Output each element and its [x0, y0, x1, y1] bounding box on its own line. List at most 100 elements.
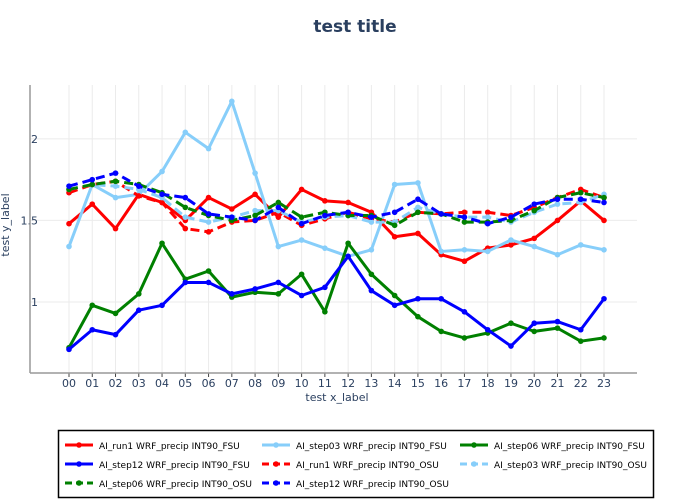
data-point	[322, 198, 328, 204]
data-point	[484, 326, 491, 333]
data-point	[368, 271, 375, 278]
legend-marker	[471, 461, 477, 467]
data-point	[345, 253, 351, 260]
data-point	[298, 214, 305, 220]
legend-marker	[273, 461, 279, 467]
data-point	[252, 170, 258, 176]
x-tick-label: 19	[504, 377, 518, 390]
data-point	[159, 240, 165, 247]
x-tick-label: 13	[364, 377, 378, 390]
series-line-5	[68, 183, 605, 224]
series-line-0	[68, 187, 605, 263]
data-point	[322, 309, 328, 315]
data-point	[182, 204, 189, 211]
data-point	[577, 189, 584, 196]
x-tick-label: 20	[527, 377, 541, 390]
data-point	[112, 178, 119, 185]
data-point	[205, 229, 212, 235]
data-point	[531, 201, 538, 207]
data-point	[601, 247, 607, 253]
data-point	[66, 183, 72, 189]
data-point	[391, 181, 398, 188]
legend-label: AI_step12 WRF_precip INT90_FSU	[99, 461, 250, 471]
data-point	[275, 199, 282, 206]
data-point	[112, 194, 119, 201]
data-point	[229, 291, 235, 297]
data-point	[205, 279, 212, 286]
data-point	[205, 211, 212, 217]
data-point	[229, 206, 235, 212]
x-tick-label: 03	[132, 377, 146, 390]
data-point	[484, 248, 491, 255]
x-tick-label: 02	[109, 377, 123, 390]
data-point	[66, 346, 72, 353]
data-point	[554, 217, 561, 224]
legend-label: AI_step12 WRF_precip INT90_OSU	[296, 480, 449, 490]
data-point	[438, 211, 444, 217]
chart-title: test title	[313, 17, 396, 37]
data-point	[205, 219, 212, 225]
x-axis-label: test x_label	[305, 391, 368, 404]
x-tick-label: 08	[248, 377, 262, 390]
data-point	[531, 243, 538, 250]
x-tick-label: 06	[202, 377, 216, 390]
data-point	[112, 331, 119, 338]
data-point	[415, 180, 421, 186]
data-point	[182, 129, 189, 136]
legend-marker	[471, 442, 477, 448]
data-point	[368, 219, 375, 225]
data-point	[252, 212, 258, 219]
data-point	[275, 243, 282, 250]
legend-label: AI_run1 WRF_precip INT90_FSU	[99, 442, 240, 452]
data-point	[275, 204, 282, 211]
x-tick-label: 04	[155, 377, 169, 390]
data-point	[438, 248, 444, 255]
x-tick-label: 17	[457, 377, 471, 390]
data-point	[531, 235, 538, 242]
data-point	[438, 295, 444, 302]
data-point	[229, 98, 235, 105]
data-point	[484, 214, 491, 220]
x-tick-label: 15	[411, 377, 425, 390]
y-tick-label: 2	[31, 133, 38, 146]
data-point	[298, 237, 305, 243]
data-point	[415, 313, 421, 320]
data-point	[531, 320, 538, 327]
data-point	[182, 214, 189, 220]
data-point	[275, 291, 282, 297]
data-point	[205, 194, 212, 201]
data-point	[252, 191, 258, 198]
data-point	[182, 194, 189, 201]
data-point	[159, 199, 165, 206]
data-point	[368, 287, 375, 294]
data-point	[89, 201, 96, 207]
x-tick-label: 07	[225, 377, 239, 390]
legend-label: AI_step03 WRF_precip INT90_FSU	[296, 442, 447, 452]
data-point	[415, 295, 421, 302]
data-point	[508, 242, 514, 248]
data-point	[438, 328, 444, 335]
x-tick-label: 01	[85, 377, 99, 390]
data-point	[577, 196, 584, 203]
data-point	[182, 225, 189, 232]
data-point	[554, 251, 561, 258]
data-point	[391, 302, 398, 309]
data-point	[252, 217, 258, 224]
data-point	[159, 302, 165, 309]
data-point	[135, 193, 142, 199]
data-point	[601, 199, 607, 206]
x-tick-label: 18	[481, 377, 495, 390]
data-point	[601, 194, 607, 201]
data-point	[601, 217, 607, 224]
legend-label: AI_step06 WRF_precip INT90_OSU	[99, 480, 252, 490]
data-point	[391, 233, 398, 240]
data-point	[391, 209, 398, 216]
legend-label: AI_run1 WRF_precip INT90_OSU	[296, 461, 439, 471]
legend-marker	[76, 442, 82, 448]
data-point	[345, 199, 351, 206]
data-point	[159, 168, 165, 175]
data-point	[252, 286, 258, 292]
data-point	[229, 214, 235, 220]
x-tick-label: 12	[341, 377, 355, 390]
